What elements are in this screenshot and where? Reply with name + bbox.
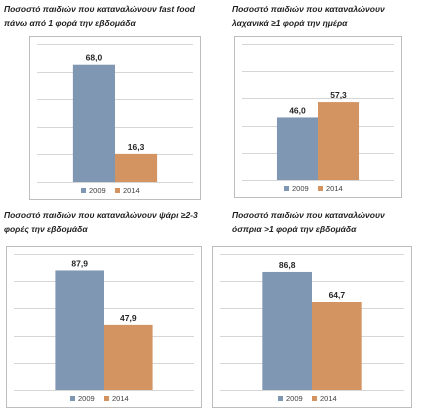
chart-3-title: Ποσοστό παιδιών που καταναλώνουν ψάρι ≥2… bbox=[4, 208, 198, 236]
legend-label-2009: 2009 bbox=[292, 184, 309, 193]
legend-label-2014: 2014 bbox=[112, 394, 129, 403]
chart-4-title: Ποσοστό παιδιών που καταναλώνουν όσπρια … bbox=[232, 208, 385, 236]
bar-2014 bbox=[104, 324, 153, 390]
chart-1: 68,0 16,3 2009 2014 bbox=[29, 36, 201, 200]
chart-1-title-line-2: πάνω από 1 φορά την εβδομάδα bbox=[4, 18, 136, 28]
bar-2009 bbox=[72, 64, 115, 182]
legend-label-2014: 2014 bbox=[123, 186, 140, 195]
bar-2009 bbox=[276, 117, 318, 180]
bar-2014 bbox=[115, 153, 158, 182]
chart-3-title-line-1: Ποσοστό παιδιών που καταναλώνουν ψάρι ≥2… bbox=[4, 210, 198, 220]
bar-2014 bbox=[318, 102, 360, 180]
legend-label-2009: 2009 bbox=[286, 394, 303, 403]
chart-4: 86,8 64,7 2009 2014 bbox=[212, 246, 412, 408]
legend-swatch-2014 bbox=[318, 186, 323, 191]
bar-2009 bbox=[55, 270, 104, 390]
legend-swatch-2009 bbox=[81, 188, 86, 193]
legend-swatch-2014 bbox=[312, 396, 317, 401]
legend-swatch-2014 bbox=[104, 396, 109, 401]
chart-4-title-line-2: όσπρια >1 φορά την εβδομάδα bbox=[232, 224, 357, 234]
chart-1-title: Ποσοστό παιδιών που καταναλώνουν fast fo… bbox=[4, 2, 195, 30]
legend-label-2009: 2009 bbox=[89, 186, 106, 195]
legend-swatch-2009 bbox=[278, 396, 283, 401]
chart-3-svg: 87,9 47,9 2009 2014 bbox=[6, 246, 202, 408]
bar-label-2014: 16,3 bbox=[128, 142, 145, 152]
legend-swatch-2014 bbox=[115, 188, 120, 193]
bar-label-2009: 46,0 bbox=[289, 105, 306, 115]
chart-2-title-line-2: λαχανικά ≥1 φορά την ημέρα bbox=[232, 18, 348, 28]
legend-label-2014: 2014 bbox=[320, 394, 337, 403]
bar-label-2014: 57,3 bbox=[330, 90, 347, 100]
legend-label-2009: 2009 bbox=[78, 394, 95, 403]
chart-3: 87,9 47,9 2009 2014 bbox=[6, 246, 202, 408]
bar-label-2009: 68,0 bbox=[86, 53, 103, 63]
chart-1-svg: 68,0 16,3 2009 2014 bbox=[29, 36, 201, 200]
chart-4-svg: 86,8 64,7 2009 2014 bbox=[212, 246, 412, 408]
bar-label-2014: 47,9 bbox=[120, 313, 137, 323]
chart-2: 46,0 57,3 2009 2014 bbox=[234, 36, 402, 198]
bar-2014 bbox=[312, 302, 362, 390]
chart-3-title-line-2: φορές την εβδομάδα bbox=[4, 224, 88, 234]
chart-2-title: Ποσοστό παιδιών που καταναλώνουν λαχανικ… bbox=[232, 2, 385, 30]
legend-label-2014: 2014 bbox=[326, 184, 343, 193]
bar-label-2009: 86,8 bbox=[279, 260, 296, 270]
chart-2-svg: 46,0 57,3 2009 2014 bbox=[234, 36, 402, 198]
bar-2009 bbox=[262, 271, 312, 390]
legend-swatch-2009 bbox=[284, 186, 289, 191]
chart-1-title-line-1: Ποσοστό παιδιών που καταναλώνουν fast fo… bbox=[4, 4, 195, 14]
bar-label-2009: 87,9 bbox=[71, 258, 88, 268]
legend-swatch-2009 bbox=[70, 396, 75, 401]
chart-4-title-line-1: Ποσοστό παιδιών που καταναλώνουν bbox=[232, 210, 385, 220]
chart-2-title-line-1: Ποσοστό παιδιών που καταναλώνουν bbox=[232, 4, 385, 14]
bar-label-2014: 64,7 bbox=[329, 290, 346, 300]
